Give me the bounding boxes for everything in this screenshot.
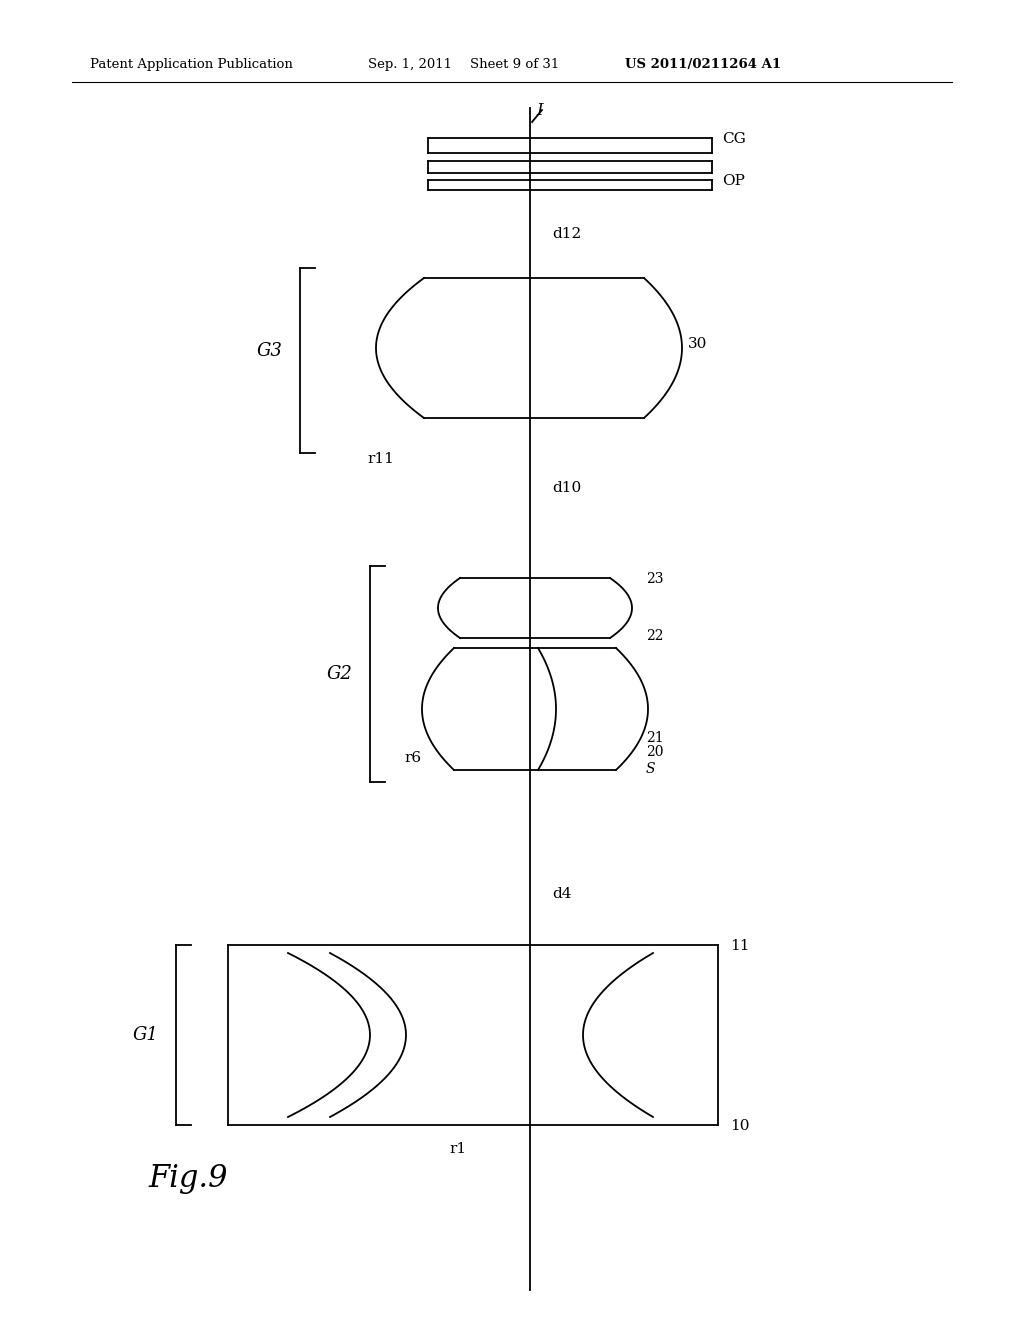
Text: CG: CG (722, 132, 745, 147)
Text: Fig.9: Fig.9 (148, 1163, 227, 1193)
Text: US 2011/0211264 A1: US 2011/0211264 A1 (625, 58, 781, 71)
Text: I: I (536, 102, 543, 119)
Text: 20: 20 (646, 744, 664, 759)
Text: 22: 22 (646, 630, 664, 643)
Text: 23: 23 (646, 572, 664, 586)
Text: 10: 10 (730, 1119, 750, 1133)
Text: 30: 30 (688, 337, 708, 351)
Text: G2: G2 (327, 665, 353, 682)
Text: Patent Application Publication: Patent Application Publication (90, 58, 293, 71)
Text: d10: d10 (552, 480, 582, 495)
Text: G3: G3 (257, 342, 283, 359)
Text: S: S (646, 762, 655, 776)
Text: OP: OP (722, 174, 744, 187)
Text: 21: 21 (646, 731, 664, 744)
Text: Sheet 9 of 31: Sheet 9 of 31 (470, 58, 559, 71)
Text: d4: d4 (552, 887, 571, 902)
Text: G1: G1 (133, 1026, 159, 1044)
Text: 11: 11 (730, 939, 750, 953)
Text: r1: r1 (450, 1142, 467, 1156)
Text: r6: r6 (404, 751, 422, 766)
Text: Sep. 1, 2011: Sep. 1, 2011 (368, 58, 452, 71)
Text: d12: d12 (552, 227, 582, 242)
Text: r11: r11 (367, 451, 394, 466)
